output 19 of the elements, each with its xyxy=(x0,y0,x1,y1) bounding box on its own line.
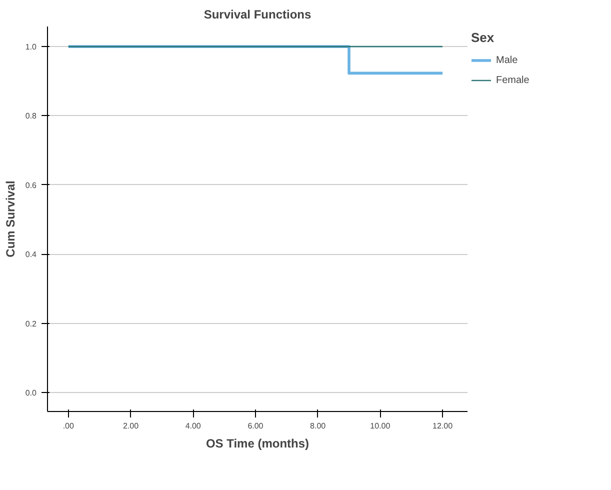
y-tick-label: 0.4 xyxy=(25,250,38,260)
chart-title: Survival Functions xyxy=(204,8,312,22)
x-tick-label: 2.00 xyxy=(122,422,140,430)
y-tick-label: 0.8 xyxy=(25,112,38,121)
y-tick-label: 0.0 xyxy=(25,388,38,398)
x-tick-label: 8.00 xyxy=(310,422,326,430)
x-tick-label: 4.00 xyxy=(185,422,202,430)
y-tick-label: 0.6 xyxy=(25,180,38,190)
y-tick-label: 0.2 xyxy=(25,319,38,328)
x-tick-label: .00 xyxy=(62,422,74,430)
y-tick-label: 1.0 xyxy=(25,42,38,52)
x-tick-label: 10.00 xyxy=(370,422,391,430)
legend-label: Female xyxy=(496,74,530,86)
y-axis-title: Cum Survival xyxy=(3,180,18,258)
legend-label: Male xyxy=(496,54,518,66)
x-axis-title: OS Time (months) xyxy=(206,436,310,450)
x-tick-label: 6.00 xyxy=(248,422,264,430)
legend-title: Sex xyxy=(471,30,496,45)
x-tick-label: 12.00 xyxy=(432,422,454,430)
